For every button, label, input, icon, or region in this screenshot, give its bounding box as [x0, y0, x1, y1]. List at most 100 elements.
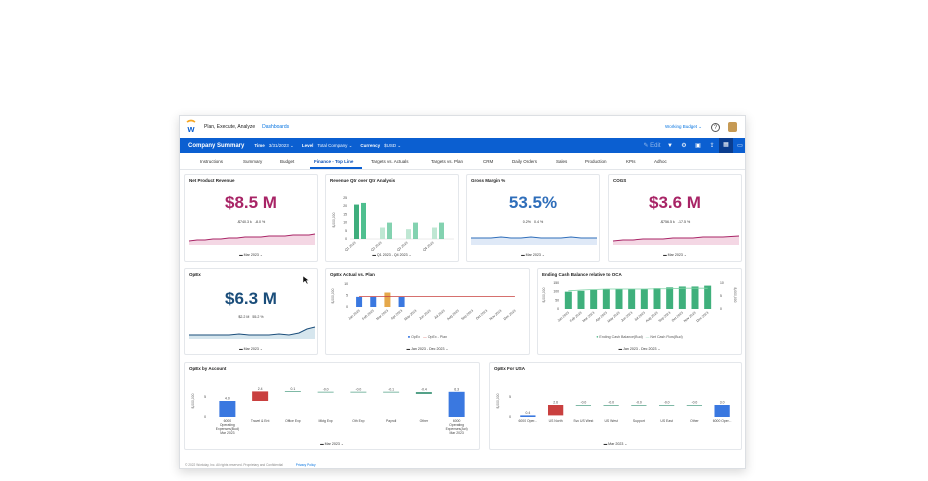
card-title: COGS	[613, 178, 627, 183]
workday-logo-icon[interactable]: w	[184, 119, 198, 134]
y-tick-label: 100	[553, 290, 559, 294]
x-tick-label: Q2 2023	[370, 241, 383, 252]
tab-adhoc[interactable]: Adhoc	[654, 159, 667, 164]
card-net-product-revenue[interactable]: Net Product Revenue $8.5 M -$740.3 k -8.…	[184, 174, 318, 262]
grid-view-icon[interactable]: ▦	[719, 138, 733, 153]
card-title: OpEx	[189, 272, 201, 277]
card-title: OpEx For USA	[494, 366, 526, 371]
present-icon[interactable]: ▭	[737, 143, 743, 149]
x-tick-label: Nov 2023	[683, 311, 697, 323]
period-selector[interactable]: ▬ Q1 2023 - Q4 2023 ⌄	[372, 253, 412, 257]
ending-cash-chart: $,000,000 $,000,000 0 50 100 150 0 5 10 Jan 2023 F…	[542, 281, 737, 324]
tab-targets-vs-plan[interactable]: Targets vs. Plan	[431, 159, 464, 164]
x-tick-label: Operating	[220, 423, 235, 427]
tab-crm[interactable]: CRM	[483, 159, 494, 164]
tab-instructions[interactable]: Instructions	[200, 159, 224, 164]
bar	[628, 289, 636, 309]
copyright-text: © 2022 Workday, Inc. All rights reserved…	[185, 463, 283, 467]
period-selector[interactable]: ▬ Mar 2023 ⌄	[239, 347, 263, 351]
x-tick-label: Svc US West	[573, 419, 593, 423]
legend-swatch-icon: ■	[407, 335, 411, 339]
bar	[603, 405, 619, 406]
tab-summary[interactable]: Summary	[243, 159, 263, 164]
period-selector[interactable]: ▬ Mar 2023 ⌄	[663, 253, 687, 257]
y-tick-label: 0	[509, 415, 511, 419]
bar	[678, 286, 686, 309]
sparkline	[188, 233, 316, 245]
card-cogs[interactable]: COGS $3.6 M -$756.5 k -17.5 % ▬ Mar 2023…	[608, 174, 742, 262]
y2-axis-title: $,000,000	[733, 287, 737, 302]
x-tick-label: Travel & Ent	[251, 419, 270, 423]
x-tick-label: Jun 2023	[620, 311, 633, 323]
privacy-policy-link[interactable]: Privacy Policy	[295, 463, 316, 467]
y-tick-label: 150	[553, 281, 559, 285]
data-label: -0.0	[323, 387, 329, 391]
settings-icon[interactable]: ⚙	[681, 143, 687, 149]
period-selector[interactable]: ▬ Jan 2023 - Dec 2023 ⌄	[618, 347, 661, 351]
data-label: 0.4	[526, 411, 531, 415]
tab-daily-orders[interactable]: Daily Orders	[512, 159, 538, 164]
x-tick-label: Oth Exp	[352, 419, 364, 423]
x-tick-label: Jul 2023	[634, 311, 646, 322]
dashboards-link[interactable]: Dashboards	[262, 124, 290, 130]
period-selector[interactable]: ▬ Jan 2023 - Dec 2023 ⌄	[406, 347, 449, 351]
tab-production[interactable]: Production	[585, 159, 607, 164]
print-icon[interactable]: ▣	[695, 143, 701, 149]
kpi-delta: -$756.5 k -17.5 %	[609, 220, 741, 224]
y2-tick-label: 10	[720, 281, 724, 285]
period-selector[interactable]: ▬ Mar 2023 ⌄	[521, 253, 545, 257]
legend-swatch-icon: —	[423, 335, 427, 339]
data-label: 4.0	[225, 397, 230, 401]
bar	[615, 289, 623, 309]
x-tick-label: Nov 2023	[489, 309, 503, 321]
bar	[252, 391, 269, 401]
tab-finance-top-line[interactable]: Finance - Top Line	[314, 159, 354, 164]
mouse-cursor-icon	[302, 275, 310, 285]
x-tick-label: Q4 2023	[422, 241, 435, 252]
y-tick-label: 0	[346, 305, 348, 309]
chart-legend: ● Ending Cash Balance(Bud) — Net Cash Fl…	[538, 335, 741, 339]
bar	[640, 289, 648, 309]
bar	[380, 227, 385, 239]
x-tick-label: May 2023	[607, 311, 621, 324]
period-selector[interactable]: ▬ Mar 2023 ⌄	[603, 442, 628, 446]
card-revenue-qtr[interactable]: Revenue Qtr over Qtr Analysis $,000,000 0…	[325, 174, 459, 262]
card-gross-margin[interactable]: Gross Margin % 53.5% 0.2% 0.4 % ▬ Mar 20…	[466, 174, 600, 262]
data-label: -0.0	[608, 401, 614, 405]
working-budget-dropdown[interactable]: Working Budget ⌄	[665, 124, 702, 129]
tab-kpis[interactable]: KPIs	[626, 159, 636, 164]
bar	[653, 288, 661, 309]
currency-selector[interactable]: $USD ⌄	[384, 142, 402, 148]
bar	[398, 296, 405, 307]
card-ending-cash-balance[interactable]: Ending Cash Balance relative to OCA $,00…	[537, 268, 742, 355]
card-opex-actual-vs-plan[interactable]: OpEx Actual vs. Plan $,000,000 0 5 10 Jan 20…	[325, 268, 530, 355]
export-icon[interactable]: ⇪	[709, 143, 715, 149]
tab-sales[interactable]: Sales	[556, 159, 568, 164]
tab-budget[interactable]: Budget	[280, 159, 295, 164]
x-tick-label: Other	[420, 419, 429, 423]
edit-button[interactable]: ✎ Edit	[643, 143, 661, 149]
bar	[439, 222, 444, 239]
legend-swatch-icon: —	[645, 335, 650, 339]
card-title: Net Product Revenue	[189, 178, 235, 183]
bar	[219, 401, 236, 417]
tab-targets-vs-actuals[interactable]: Targets vs. Actuals	[371, 159, 409, 164]
kpi-value: $8.5 M	[225, 193, 277, 212]
bar	[704, 285, 712, 309]
card-opex-by-account[interactable]: OpEx by Account $,000,000 0 5 4.0 6000 Operat…	[184, 362, 480, 450]
level-selector[interactable]: Total Company ⌄	[317, 142, 353, 148]
filter-icon[interactable]: ▼	[667, 142, 673, 149]
time-selector[interactable]: 3/31/2023 ⌄	[268, 142, 294, 148]
avatar[interactable]	[728, 122, 737, 132]
bar	[284, 391, 301, 392]
help-icon[interactable]: ?	[711, 122, 720, 132]
y-tick-label: 5	[346, 294, 348, 298]
period-selector[interactable]: ▬ Mar 2023 ⌄	[239, 253, 263, 257]
top-bar: w Plan, Execute, Analyze Dashboards Work…	[180, 116, 745, 138]
x-tick-label: US East	[660, 419, 672, 423]
delta-pct: 55.2 %	[252, 315, 264, 319]
period-selector[interactable]: ▬ Mar 2023 ⌄	[320, 442, 344, 446]
card-opex-for-usa[interactable]: OpEx For USA $,000,000 0 5 0.4 6000 Oper... 2…	[489, 362, 742, 450]
delta-abs: $2.2 M	[238, 315, 250, 319]
card-opex[interactable]: OpEx $6.3 M $2.2 M 55.2 % ▬ Mar 2023 ⌄	[184, 268, 318, 355]
